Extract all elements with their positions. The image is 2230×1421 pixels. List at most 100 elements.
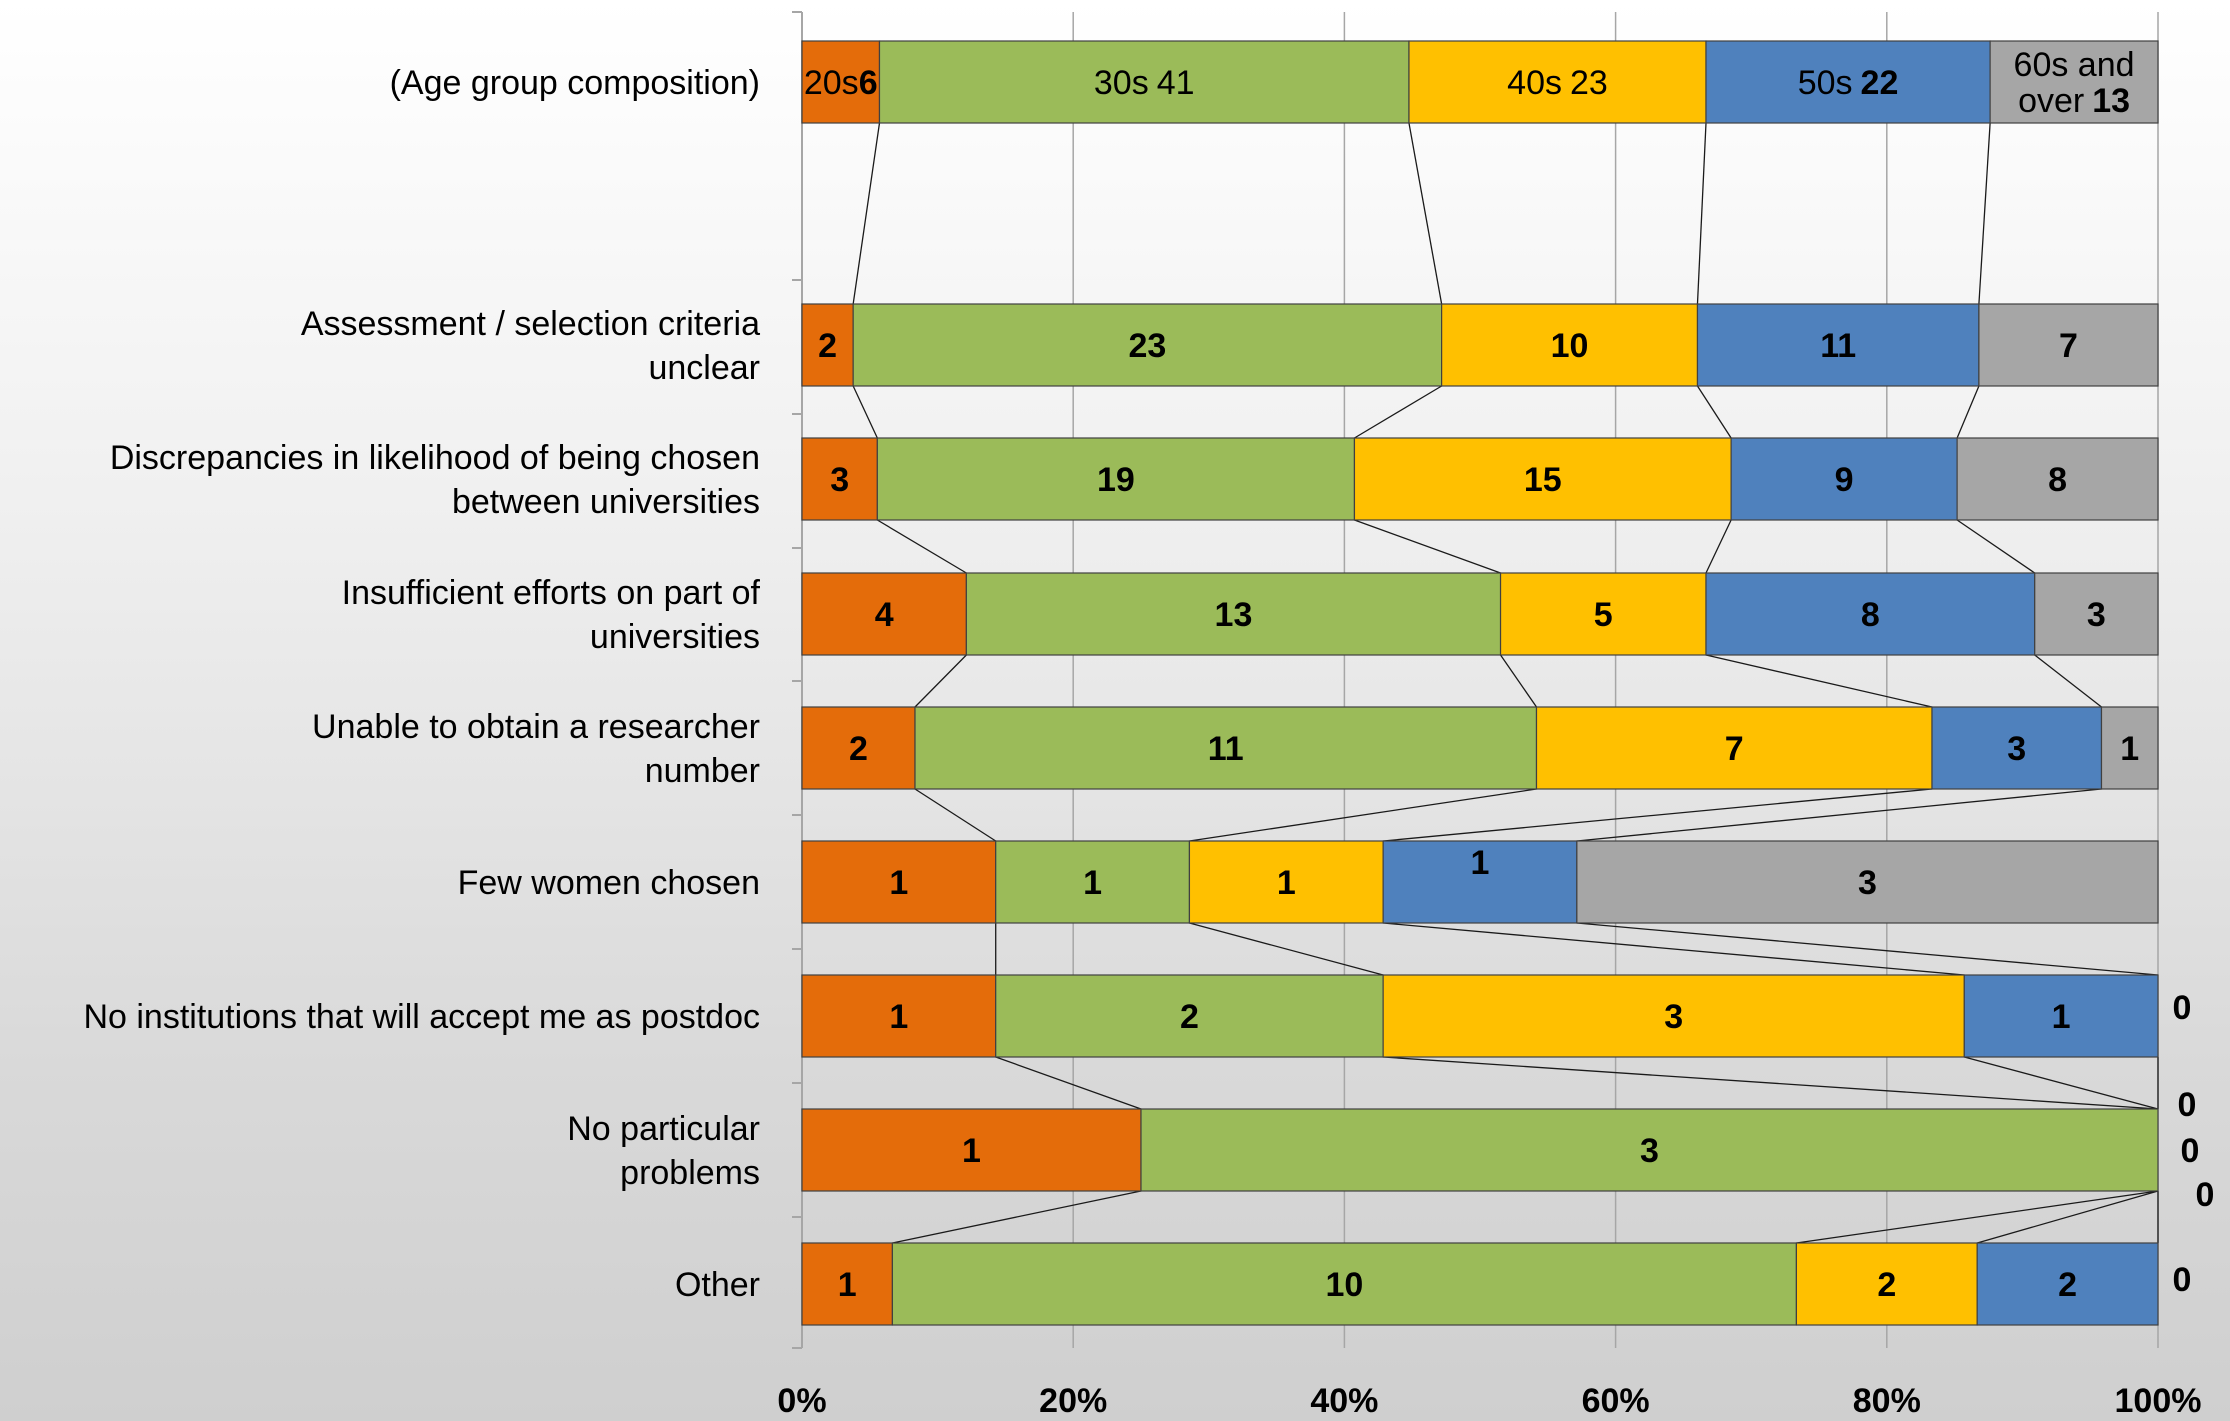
value-label: 8 <box>2048 461 2067 499</box>
connector-line <box>1189 788 1537 842</box>
connector-line <box>1576 922 2159 976</box>
age-group-label: 50s <box>1798 64 1853 102</box>
value-label: 8 <box>1861 596 1880 634</box>
value-label: 15 <box>1524 461 1562 499</box>
bar-segment <box>1140 1108 2159 1192</box>
bar-segment <box>1188 840 1384 924</box>
bar-segment <box>876 437 1356 521</box>
value-label: 1 <box>2120 730 2139 768</box>
category-label: problems <box>620 1154 760 1192</box>
value-label: 1 <box>889 864 908 902</box>
zero-value-label: 0 <box>2178 1086 2197 1124</box>
age-group-label: 60s and <box>2014 46 2135 84</box>
zero-value-label: 0 <box>2173 989 2192 1027</box>
value-label: 3 <box>1858 864 1877 902</box>
bar-segment <box>801 706 916 790</box>
value-label: 3 <box>2087 596 2106 634</box>
value-label: 1 <box>838 1266 857 1304</box>
bar-segment <box>801 974 997 1058</box>
composition-label: over 13 <box>2018 82 2130 120</box>
value-label: 11 <box>1208 730 1244 768</box>
bar-segment <box>1931 706 2103 790</box>
value-label: 2 <box>2058 1266 2077 1304</box>
connector-line <box>914 788 997 842</box>
bar-segment <box>801 1242 894 1326</box>
bar-segment <box>965 572 1502 656</box>
bar-segment <box>801 840 997 924</box>
connector-line <box>1383 788 1933 842</box>
x-tick-label: 80% <box>1853 1382 1921 1420</box>
value-label: 1 <box>1277 864 1296 902</box>
bar-segment <box>1408 40 1707 124</box>
age-group-label: 30s <box>1094 64 1149 102</box>
connector-line <box>2034 654 2102 708</box>
bar-segment <box>2034 572 2159 656</box>
bar-segment <box>1730 437 1958 521</box>
x-tick-label: 100% <box>2115 1382 2202 1420</box>
zero-value-label: 0 <box>2196 1176 2215 1214</box>
category-label: universities <box>590 618 760 656</box>
bar-segment <box>1976 1242 2159 1326</box>
category-label: Assessment / selection criteria <box>301 305 760 343</box>
connector-line <box>995 1056 1142 1110</box>
composition-value-label: 23 <box>1570 64 1608 102</box>
value-label: 11 <box>1820 327 1856 365</box>
connector-line <box>1977 1190 2159 1244</box>
category-label: between universities <box>452 483 760 521</box>
value-label: 1 <box>1083 864 1102 902</box>
value-label: 2 <box>1877 1266 1896 1304</box>
category-label: Few women chosen <box>458 864 760 902</box>
value-label: 3 <box>830 461 849 499</box>
x-tick-label: 0% <box>777 1382 826 1420</box>
bar-segment <box>1963 974 2159 1058</box>
bar-segment <box>1978 303 2159 387</box>
age-group-label: 40s <box>1507 64 1562 102</box>
age-group-label: 20s <box>804 64 859 102</box>
x-tick-label: 20% <box>1039 1382 1107 1420</box>
x-axis-tick-labels: 0% 20% 40% 60% 80% 100% <box>777 1382 2201 1420</box>
value-label: 1 <box>2052 998 2071 1036</box>
bar-segment <box>1696 303 1980 387</box>
value-label: 23 <box>1128 327 1166 365</box>
bar-segment <box>1382 840 1578 924</box>
bar-segment <box>1795 1242 1978 1326</box>
category-label: Unable to obtain a researcher <box>312 708 760 746</box>
composition-label: 30s 41 <box>1094 64 1195 102</box>
category-label: No particular <box>567 1110 760 1148</box>
bar-segment <box>1535 706 1933 790</box>
value-label: 7 <box>1725 730 1744 768</box>
connector-line <box>1705 519 1732 574</box>
zero-value-label: 0 <box>2173 1261 2192 1299</box>
value-label: 1 <box>962 1132 981 1170</box>
connector-line <box>1796 1190 2159 1244</box>
value-label: 1 <box>1471 844 1490 882</box>
value-label: 9 <box>1835 461 1854 499</box>
connector-line <box>914 654 967 708</box>
bar-segment <box>1705 572 2036 656</box>
connector-line <box>1354 385 1442 439</box>
bar-segment <box>914 706 1538 790</box>
category-label: unclear <box>648 349 760 387</box>
connector-line <box>1408 122 1443 305</box>
category-label: Insufficient efforts on part of <box>342 574 761 612</box>
connector-line <box>1500 654 1538 708</box>
category-label: number <box>645 752 760 790</box>
connector-line <box>1696 385 1732 439</box>
category-label: Other <box>675 1266 760 1304</box>
connector-line <box>1978 122 1991 305</box>
composition-label: 20s6 <box>804 64 878 102</box>
connector-line <box>852 122 881 305</box>
connector-line <box>1383 1056 2159 1110</box>
bar-segment <box>995 974 1384 1058</box>
value-label: 2 <box>1180 998 1199 1036</box>
value-label: 10 <box>1325 1266 1363 1304</box>
value-label: 13 <box>1215 596 1253 634</box>
connector-line <box>1576 788 2102 842</box>
value-label: 2 <box>818 327 837 365</box>
connector-line <box>1354 519 1501 574</box>
value-label: 19 <box>1097 461 1135 499</box>
category-label: (Age group composition) <box>390 64 760 102</box>
connector-line <box>1189 922 1384 976</box>
